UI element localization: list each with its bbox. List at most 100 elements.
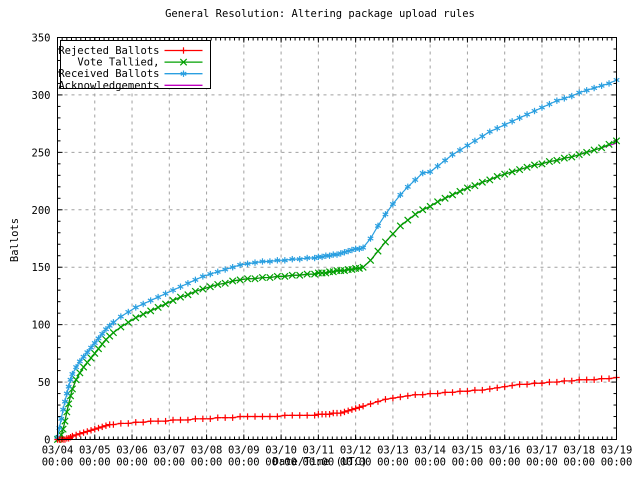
data-point-marker — [389, 394, 397, 402]
chart-title: General Resolution: Altering package upl… — [165, 8, 475, 20]
data-point-marker — [236, 276, 244, 284]
data-point-marker — [382, 211, 389, 218]
data-point-marker — [259, 258, 266, 265]
data-point-marker — [545, 157, 554, 166]
data-point-marker — [199, 285, 207, 293]
legend-swatch-marker — [180, 47, 187, 54]
data-point-marker — [155, 293, 162, 301]
legend-label[interactable]: Vote Tallied, — [77, 57, 159, 69]
data-point-marker — [83, 358, 91, 367]
data-point-marker — [229, 414, 236, 421]
data-point-marker — [523, 163, 531, 171]
data-point-marker — [214, 268, 221, 276]
data-point-marker — [117, 313, 124, 320]
x-axis-label: Date/Time (UTC) — [273, 456, 368, 468]
data-point-marker — [222, 266, 229, 273]
data-point-marker — [311, 254, 318, 262]
data-point-marker — [79, 363, 88, 371]
data-point-marker — [229, 277, 237, 285]
data-point-marker — [140, 419, 147, 426]
data-point-marker — [281, 257, 288, 264]
data-point-marker — [344, 407, 352, 414]
data-point-marker — [192, 415, 199, 423]
data-point-marker — [464, 388, 471, 395]
data-point-marker — [63, 390, 70, 397]
data-point-marker — [598, 82, 605, 89]
data-point-marker — [99, 423, 106, 431]
data-point-marker — [72, 431, 80, 439]
data-point-marker — [515, 165, 524, 174]
data-point-marker — [139, 310, 147, 318]
y-axis-label: Ballots — [9, 218, 21, 262]
data-point-marker — [434, 162, 441, 170]
data-point-marker — [176, 293, 185, 301]
data-point-marker — [206, 283, 214, 291]
data-point-marker — [110, 421, 117, 428]
x-tick-label-time: 00:00 — [303, 457, 335, 469]
data-point-marker — [419, 169, 426, 177]
y-tick-label: 300 — [32, 90, 51, 102]
data-point-marker — [199, 415, 207, 423]
data-point-marker — [162, 417, 169, 425]
data-point-marker — [367, 400, 374, 408]
data-point-marker — [76, 369, 84, 377]
data-point-marker — [296, 271, 304, 279]
data-point-marker — [523, 111, 531, 118]
y-tick-label: 100 — [32, 320, 51, 332]
data-point-marker — [326, 411, 333, 418]
data-point-marker — [553, 378, 561, 386]
legend-label[interactable]: Rejected Ballots — [58, 45, 159, 57]
data-point-marker — [530, 161, 539, 169]
data-point-marker — [605, 80, 613, 87]
data-point-marker — [553, 97, 560, 104]
data-point-marker — [590, 376, 598, 383]
data-point-marker — [345, 247, 352, 255]
data-point-marker — [359, 402, 367, 410]
legend-label[interactable]: Acknowledgements — [58, 80, 159, 92]
data-point-marker — [109, 329, 118, 337]
data-point-marker — [169, 296, 177, 305]
data-point-marker — [259, 413, 266, 420]
data-point-marker — [356, 245, 363, 253]
data-point-marker — [177, 416, 184, 424]
series-vote-tallied — [53, 137, 621, 444]
data-point-marker — [501, 121, 508, 128]
x-tick-label-date: 03/19 — [601, 445, 633, 457]
legend-label[interactable]: Received Ballots — [58, 68, 159, 80]
data-point-marker — [348, 246, 355, 254]
legend-swatch-marker — [180, 70, 187, 77]
data-point-marker — [106, 322, 113, 329]
data-point-marker — [341, 408, 348, 416]
data-point-marker — [576, 89, 583, 96]
data-point-marker — [61, 417, 69, 425]
data-point-marker — [87, 344, 95, 351]
data-point-marker — [508, 168, 516, 176]
data-point-marker — [311, 412, 318, 419]
x-tick-label-date: 03/11 — [303, 445, 335, 457]
data-point-marker — [389, 200, 396, 208]
data-point-marker — [412, 391, 419, 398]
data-point-marker — [337, 250, 344, 257]
data-point-marker — [538, 380, 546, 387]
x-tick-label-time: 00:00 — [228, 457, 260, 469]
data-point-marker — [456, 187, 464, 196]
x-tick-label-date: 03/06 — [116, 445, 148, 457]
data-point-marker — [110, 319, 117, 326]
data-point-marker — [303, 270, 311, 278]
x-axis-ticks: 03/0400:0003/0500:0003/0600:0003/0700:00… — [42, 37, 633, 469]
x-tick-label-date: 03/16 — [489, 445, 521, 457]
data-point-marker — [441, 194, 449, 202]
data-point-marker — [516, 381, 523, 388]
data-series-layer — [53, 76, 621, 444]
data-point-marker — [61, 398, 69, 405]
data-point-marker — [237, 261, 244, 269]
data-point-marker — [244, 260, 251, 267]
legend-swatch-marker — [179, 58, 188, 66]
data-point-marker — [374, 222, 382, 230]
data-point-marker — [576, 376, 583, 383]
data-point-marker — [463, 184, 472, 192]
data-point-marker — [91, 349, 99, 357]
x-tick-label-time: 00:00 — [601, 457, 633, 469]
data-point-marker — [84, 428, 91, 435]
